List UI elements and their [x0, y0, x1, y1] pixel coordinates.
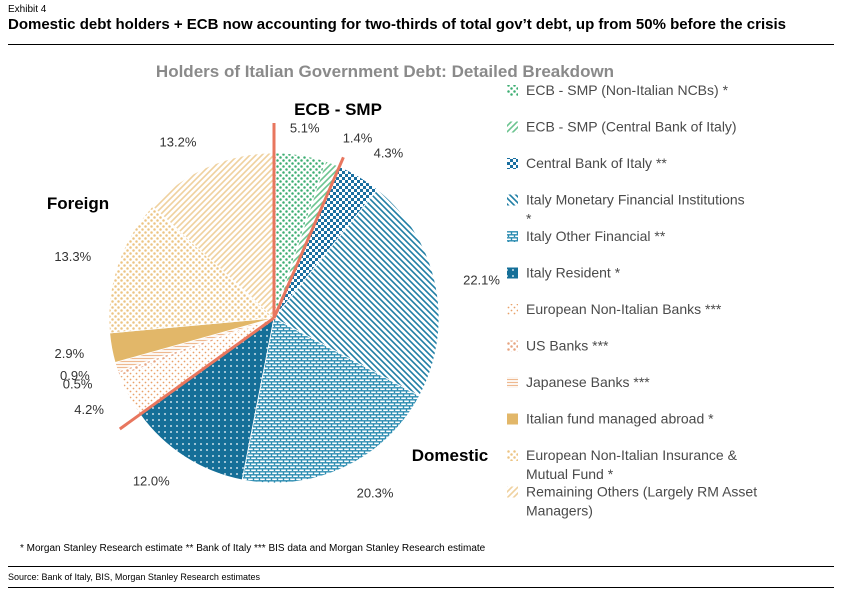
legend-swatch [507, 231, 518, 242]
percent-labels: 5.1% 1.4%4.3% 22.1% 20.3% 12.0% 4.2% 0.5%0.9% 2… [54, 121, 500, 501]
legend-swatch [507, 450, 518, 461]
pie-slice [139, 317, 275, 481]
pie-slice [241, 317, 420, 484]
legend-label: Italy Resident * [526, 265, 621, 281]
footnotes: * Morgan Stanley Research estimate ** Ba… [20, 543, 486, 554]
legend-swatch [507, 121, 518, 133]
bottom-rule [8, 566, 834, 567]
percent-label: 12.0% [133, 473, 170, 488]
chart-title: Holders of Italian Government Debt: Deta… [156, 62, 614, 81]
percent-label: 2.9% [55, 346, 85, 361]
legend-label: Italy Monetary Financial Institutions * [526, 192, 745, 227]
legend-swatch [507, 486, 518, 498]
legend: ECB - SMP (Non-Italian NCBs) * ECB - SMP … [507, 82, 757, 519]
final-rule [8, 587, 834, 588]
legend-label: Italy Other Financial ** [526, 228, 666, 244]
headline: Domestic debt holders + ECB now accounti… [8, 16, 786, 33]
legend-swatch [507, 304, 518, 315]
top-rule [8, 44, 834, 45]
percent-label: 1.4% [343, 131, 373, 146]
source-note: Source: Bank of Italy, BIS, Morgan Stanl… [8, 572, 260, 582]
percent-label: 0.5% [63, 376, 93, 391]
legend-label: ECB - SMP (Non-Italian NCBs) * [526, 82, 729, 98]
percent-label: 5.1% [290, 121, 320, 136]
legend-swatch [507, 194, 518, 206]
group-label-ecb: ECB - SMP [294, 100, 382, 119]
legend-label: Japanese Banks *** [526, 374, 650, 390]
pie-slice [273, 188, 440, 397]
legend-label: European Non-Italian Insurance & Mutual F… [526, 447, 738, 482]
legend-label: European Non-Italian Banks *** [526, 301, 722, 317]
exhibit-label: Exhibit 4 [8, 4, 47, 15]
percent-label: 4.2% [74, 402, 104, 417]
pie-slice [151, 152, 275, 319]
legend-label: Italian fund managed abroad * [526, 411, 714, 427]
legend-swatch [507, 267, 518, 279]
legend-label: Remaining Others (Largely RM Asset Manage… [526, 484, 757, 519]
legend-swatch [507, 413, 518, 425]
group-label-foreign: Foreign [47, 194, 109, 213]
legend-swatch [507, 377, 518, 388]
legend-label: US Banks *** [526, 338, 609, 354]
legend-label: ECB - SMP (Central Bank of Italy) [526, 119, 737, 135]
legend-swatch [507, 85, 518, 96]
legend-swatch [507, 340, 518, 352]
divider-domestic-foreign [118, 316, 275, 431]
pie-slices [108, 152, 440, 484]
percent-label: 0.9% [60, 368, 90, 383]
pie-slice [108, 205, 275, 334]
legend-label: Central Bank of Italy ** [526, 155, 667, 171]
pie-chart: Holders of Italian Government Debt: Deta… [47, 62, 757, 519]
percent-label: 4.3% [374, 146, 404, 161]
percent-label: 13.2% [160, 134, 197, 149]
percent-label: 13.3% [54, 249, 91, 264]
group-label-domestic: Domestic [412, 446, 489, 465]
legend-swatch [507, 158, 518, 169]
percent-label: 22.1% [463, 273, 500, 288]
group-dividers [118, 123, 345, 431]
divider-ecb-domestic [272, 156, 345, 319]
percent-label: 20.3% [357, 485, 394, 500]
